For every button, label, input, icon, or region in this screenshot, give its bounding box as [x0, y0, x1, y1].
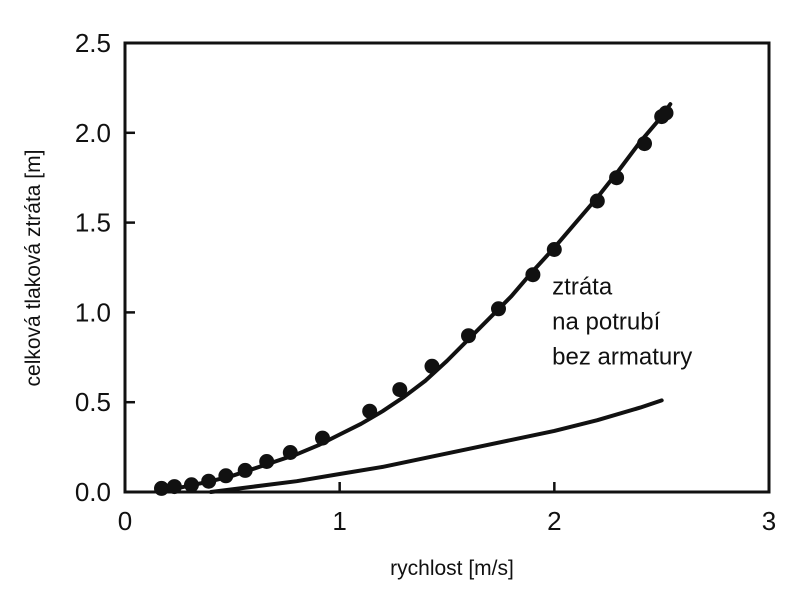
y-tick-label: 0.5 [75, 387, 111, 417]
data-point [392, 382, 408, 398]
data-point [218, 468, 234, 484]
annotation-line: ztráta [552, 273, 613, 300]
annotation: ztráta na potrubí bez armatury [552, 273, 692, 370]
data-point [609, 170, 625, 186]
plot-frame [123, 41, 771, 494]
data-point [282, 445, 298, 460]
annotation-line: na potrubí [552, 308, 660, 335]
data-point [546, 242, 562, 257]
x-tick-label: 1 [332, 506, 346, 536]
data-point [259, 454, 275, 469]
data-point [637, 136, 652, 152]
data-point [589, 193, 605, 209]
data-point [154, 480, 169, 496]
data-point [201, 473, 217, 489]
y-tick-label: 2.0 [75, 118, 111, 148]
x-tick-label: 0 [118, 506, 132, 536]
series-layer [154, 102, 674, 496]
x-axis-label: rychlost [m/s] [390, 557, 514, 580]
y-tick-label: 1.5 [75, 208, 111, 238]
data-point [491, 301, 506, 317]
data-point [424, 358, 440, 374]
y-tick-label: 2.5 [75, 28, 111, 58]
x-tick-label: 2 [547, 506, 561, 536]
tick-labels: 0 1 2 3 0.0 0.5 1.0 1.5 2.0 2.5 [75, 28, 776, 536]
pipe-loss-curve [208, 398, 664, 494]
data-point [461, 328, 476, 344]
data-point [166, 479, 182, 495]
annotation-line: bez armatury [552, 343, 692, 370]
data-point [184, 477, 199, 493]
data-point [362, 403, 378, 419]
data-point [237, 462, 253, 478]
data-point [525, 267, 541, 283]
data-point [315, 430, 330, 446]
ticks [123, 41, 771, 494]
y-tick-label: 1.0 [75, 297, 111, 327]
x-tick-label: 3 [762, 506, 776, 536]
data-point [658, 105, 674, 121]
y-tick-label: 0.0 [75, 477, 111, 507]
y-axis-label: celková tlaková ztráta [m] [22, 150, 45, 387]
